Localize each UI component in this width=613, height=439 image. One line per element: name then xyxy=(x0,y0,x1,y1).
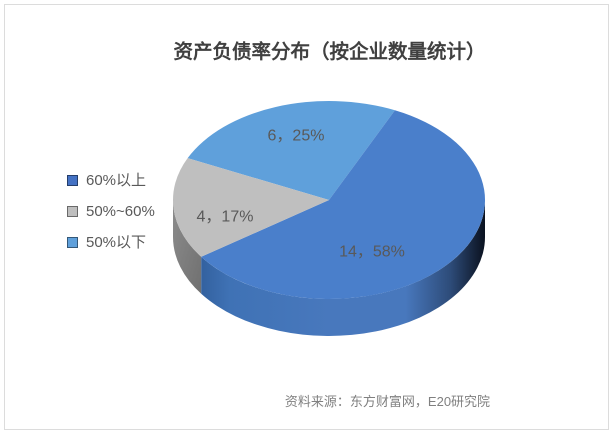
svg-text:6，25%: 6，25% xyxy=(268,128,325,145)
svg-text:14，58%: 14，58% xyxy=(339,244,405,261)
svg-text:4，17%: 4，17% xyxy=(197,209,254,226)
